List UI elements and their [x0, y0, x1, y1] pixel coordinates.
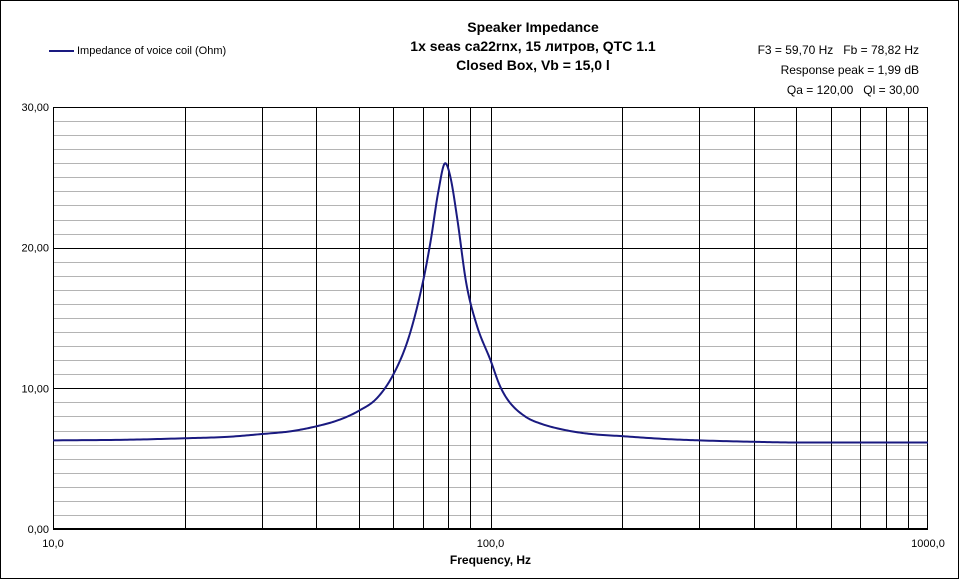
param-qa-ql: Qa = 120,00 Ql = 30,00 [786, 83, 919, 97]
x-axis-label: Frequency, Hz [450, 553, 531, 567]
param-f3-fb: F3 = 59,70 Hz Fb = 78,82 Hz [757, 43, 919, 57]
plot-border [53, 107, 928, 529]
chart-title: Speaker Impedance 1x seas ca22rnx, 15 ли… [333, 18, 733, 75]
title-line-1: Speaker Impedance [467, 19, 599, 35]
impedance-curve [52, 162, 928, 444]
y-tick-label: 20,00 [21, 243, 49, 255]
title-line-3: Closed Box, Vb = 15,0 l [456, 57, 610, 73]
title-line-2: 1x seas ca22rnx, 15 литров, QTC 1.1 [410, 38, 656, 54]
y-tick-label: 0,00 [28, 524, 49, 536]
y-tick-label: 30,00 [21, 102, 49, 114]
x-tick-label: 1000,0 [911, 538, 945, 550]
legend-line-swatch [49, 50, 74, 52]
y-tick-label: 10,00 [21, 383, 49, 395]
legend: Impedance of voice coil (Ohm) [49, 45, 226, 57]
parameter-annotation: F3 = 59,70 Hz Fb = 78,82 Hz Response pea… [758, 40, 919, 100]
x-tick-label: 100,0 [477, 538, 505, 550]
legend-label: Impedance of voice coil (Ohm) [77, 45, 227, 57]
param-response-peak: Response peak = 1,99 dB [780, 63, 919, 77]
x-tick-label: 10,0 [42, 538, 63, 550]
